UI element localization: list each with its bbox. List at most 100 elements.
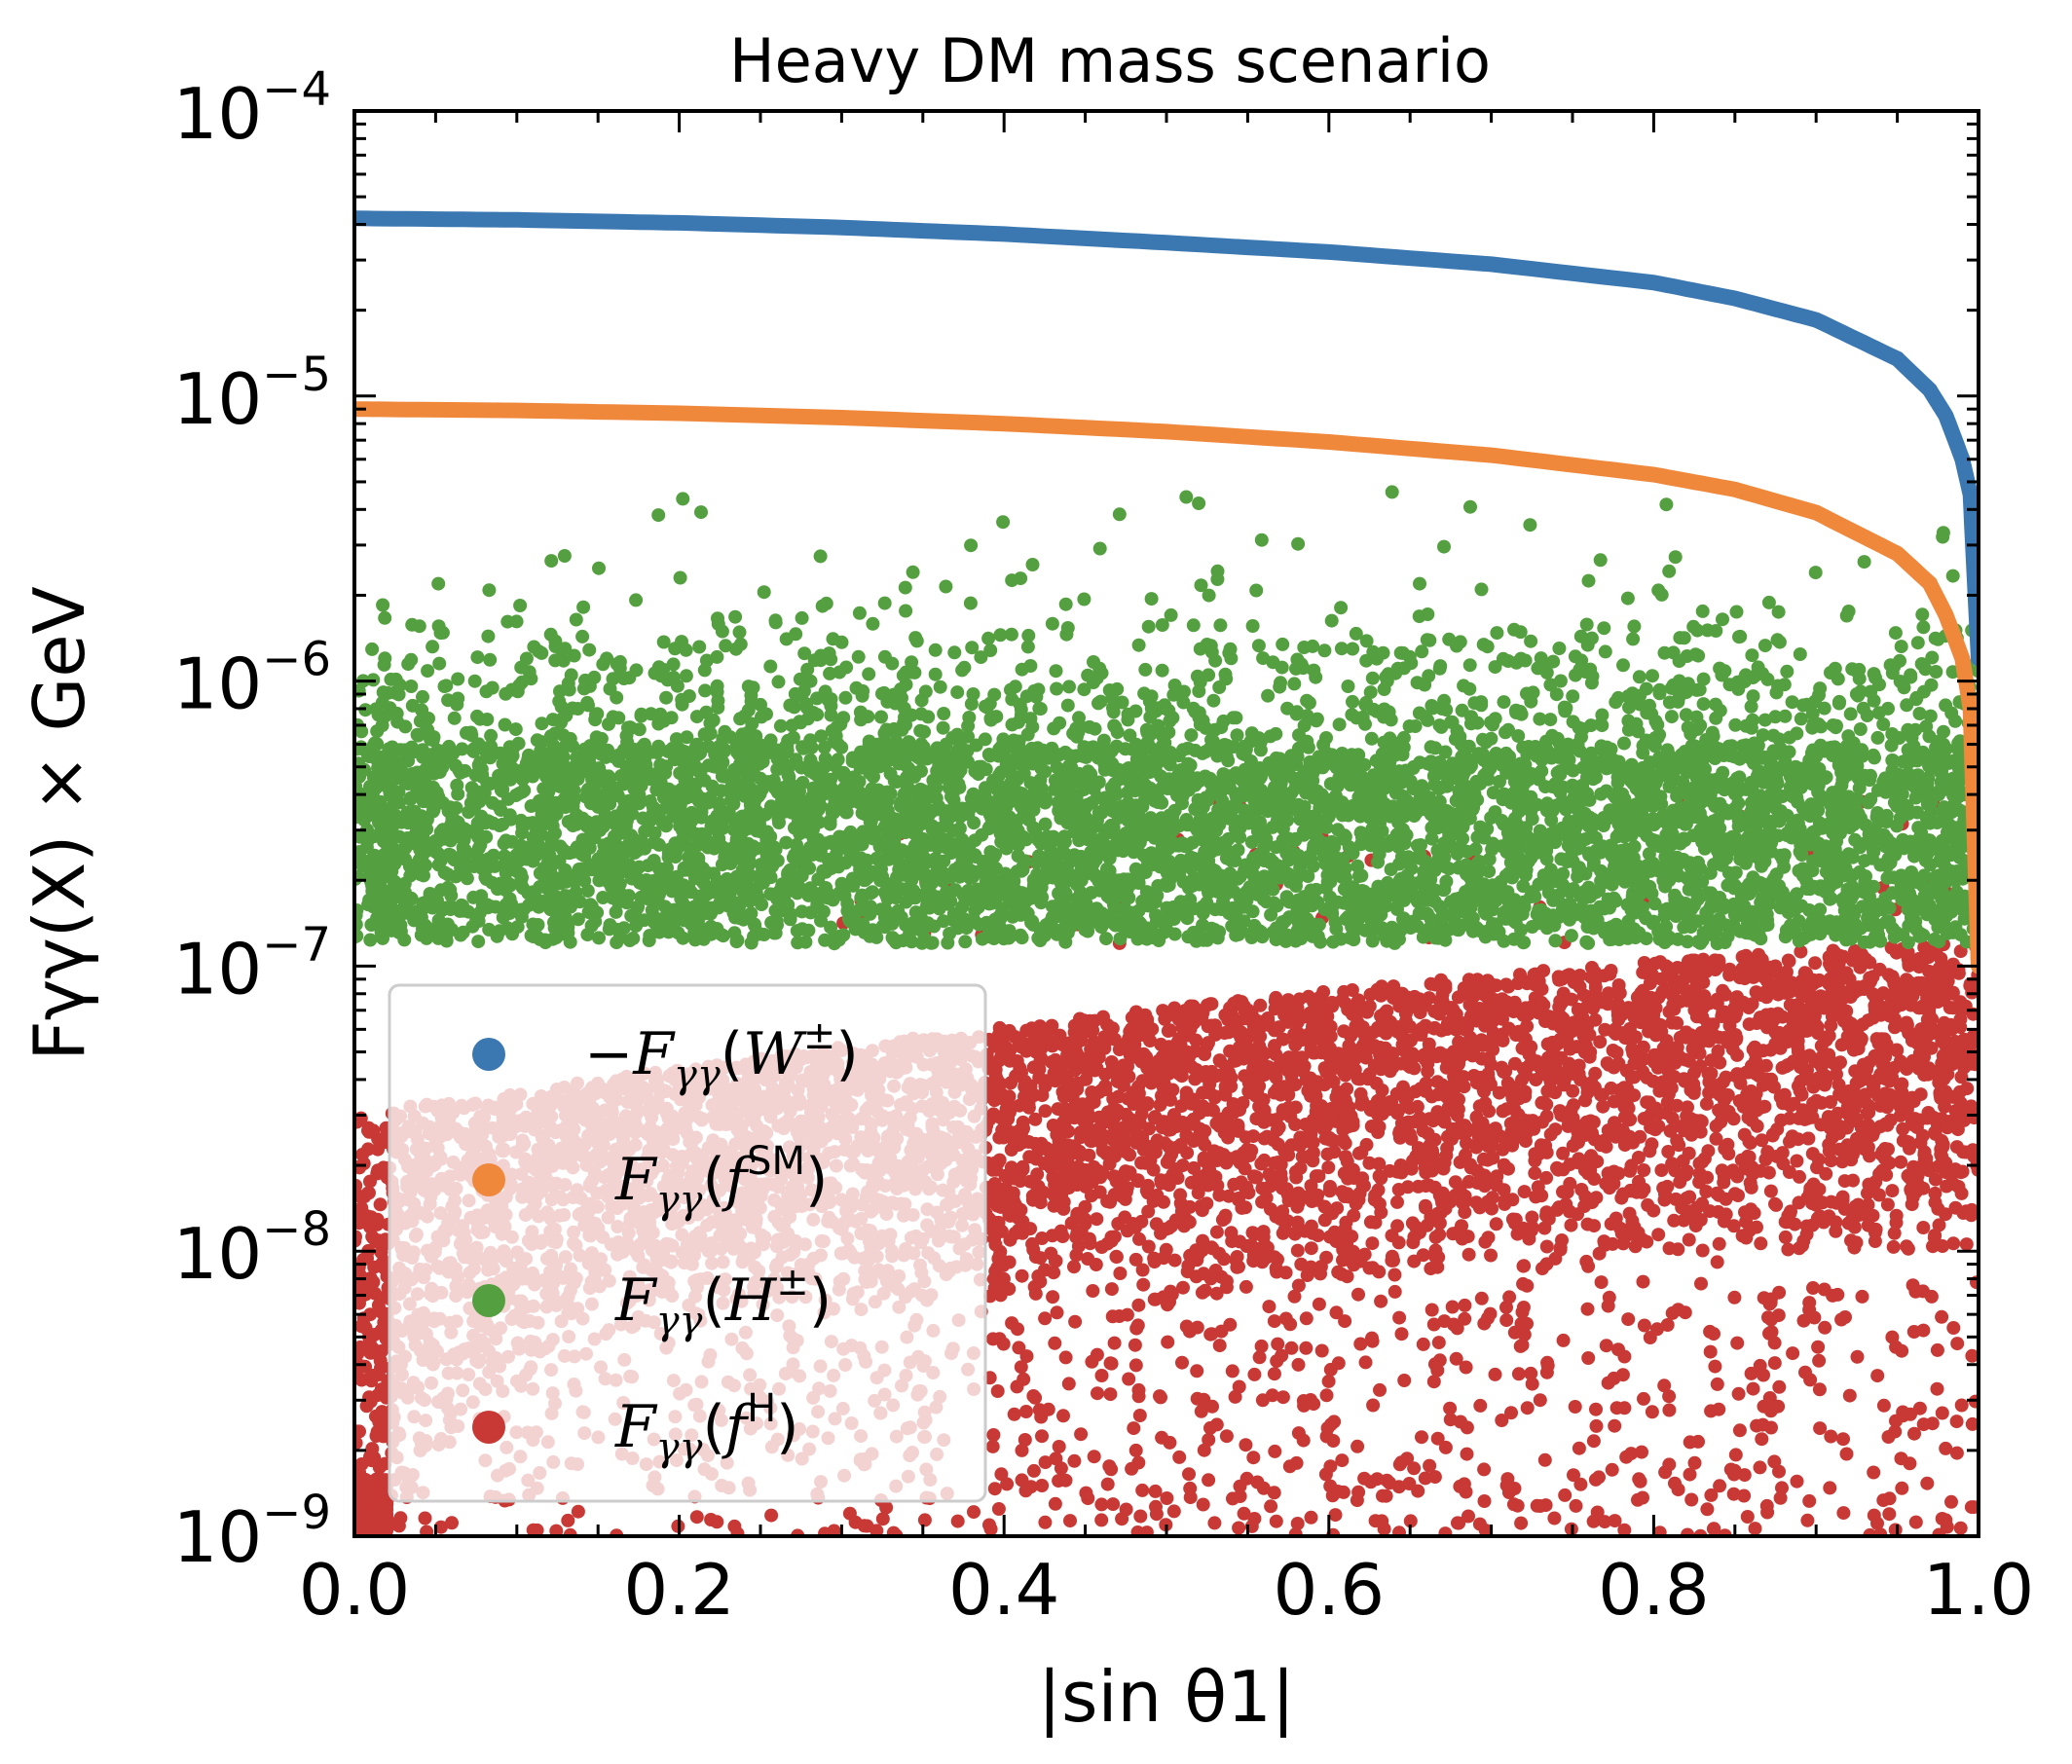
fh-point bbox=[1018, 1080, 1032, 1094]
fh-point bbox=[1195, 1203, 1209, 1218]
fh-point bbox=[1371, 1125, 1386, 1139]
fh-point bbox=[1656, 1041, 1671, 1055]
fh-point bbox=[1321, 1160, 1336, 1175]
fh-point bbox=[1390, 1194, 1404, 1209]
fh-point bbox=[1320, 1147, 1335, 1161]
fh-point bbox=[1179, 1085, 1194, 1100]
fh-point bbox=[374, 1245, 388, 1260]
fh-point bbox=[1323, 1180, 1337, 1194]
fh-point bbox=[1660, 1179, 1675, 1194]
fh-point bbox=[1951, 966, 1966, 980]
fh-point bbox=[1559, 1197, 1573, 1212]
fh-point bbox=[1070, 1209, 1085, 1223]
fh-point bbox=[1173, 1055, 1188, 1070]
fh-point bbox=[1752, 1069, 1766, 1084]
fh-point bbox=[1782, 954, 1796, 969]
fh-point bbox=[1664, 1081, 1679, 1095]
fh-point bbox=[1457, 1195, 1471, 1210]
fh-point bbox=[1489, 978, 1503, 993]
fh-point bbox=[1731, 1189, 1745, 1202]
fh-point bbox=[1945, 1057, 1960, 1072]
fh-point bbox=[1781, 1242, 1795, 1257]
fh-point bbox=[1128, 1220, 1142, 1234]
fh-point bbox=[1391, 1183, 1406, 1196]
fh-point bbox=[1808, 1054, 1823, 1069]
fh-point bbox=[1586, 1115, 1601, 1129]
fh-point bbox=[1343, 1055, 1356, 1070]
fh-point bbox=[1138, 1008, 1153, 1022]
fh-point bbox=[1824, 1095, 1837, 1109]
fh-point bbox=[1722, 962, 1737, 976]
fh-point bbox=[1764, 1072, 1779, 1086]
fh-point bbox=[1695, 1243, 1710, 1258]
fh-point bbox=[1783, 998, 1797, 1012]
fh-point bbox=[1061, 1036, 1076, 1050]
fh-point bbox=[1380, 1004, 1394, 1018]
fh-point bbox=[1339, 1150, 1352, 1164]
fh-point bbox=[1830, 1195, 1844, 1210]
fh-point bbox=[1608, 1116, 1621, 1130]
fh-point bbox=[1793, 1084, 1807, 1098]
fh-point bbox=[1255, 1181, 1270, 1195]
fh-point bbox=[1413, 996, 1427, 1011]
fh-point bbox=[1598, 1237, 1612, 1252]
fh-point bbox=[1957, 1032, 1972, 1047]
fh-point bbox=[1016, 1226, 1030, 1240]
fh-point bbox=[1840, 1138, 1855, 1153]
fh-point bbox=[1231, 1120, 1245, 1134]
fh-point bbox=[1753, 1011, 1767, 1025]
fh-point bbox=[1410, 1099, 1424, 1114]
fh-point bbox=[1911, 1061, 1926, 1076]
fh-point bbox=[1160, 1155, 1174, 1169]
fh-point bbox=[1801, 971, 1816, 985]
fh-point bbox=[994, 1023, 1009, 1037]
fh-point bbox=[992, 1053, 1006, 1068]
fh-point bbox=[1297, 1059, 1312, 1074]
fh-point bbox=[1339, 1215, 1353, 1230]
chart-title: Heavy DM mass scenario bbox=[729, 25, 1491, 96]
fh-point bbox=[1760, 1145, 1775, 1159]
fh-point bbox=[1833, 1055, 1847, 1070]
fh-point bbox=[1847, 1220, 1862, 1234]
fh-point bbox=[1554, 1108, 1569, 1122]
fh-point bbox=[1556, 1146, 1571, 1160]
fh-point bbox=[1750, 1119, 1764, 1133]
fh-point bbox=[1779, 1215, 1794, 1230]
fh-point bbox=[1484, 1248, 1498, 1263]
fh-point bbox=[1535, 1189, 1549, 1203]
fh-point bbox=[1734, 1153, 1749, 1167]
fh-point bbox=[1684, 1208, 1698, 1223]
fh-point bbox=[1309, 1169, 1323, 1184]
fh-point bbox=[1288, 1037, 1303, 1051]
fh-point bbox=[1885, 1070, 1899, 1084]
fh-point bbox=[1446, 1002, 1461, 1016]
fh-point bbox=[1477, 985, 1492, 1000]
fh-point bbox=[1192, 1169, 1206, 1184]
fh-point bbox=[1371, 1183, 1386, 1197]
fh-point bbox=[1582, 1049, 1597, 1064]
fh-point bbox=[1440, 1022, 1455, 1036]
fh-point bbox=[1081, 1252, 1095, 1266]
fh-point bbox=[355, 1148, 370, 1161]
fh-point bbox=[1555, 1031, 1570, 1046]
fh-point bbox=[1805, 1218, 1820, 1232]
fh-point bbox=[1628, 1239, 1643, 1254]
fh-point bbox=[1200, 1103, 1214, 1118]
fh-point bbox=[1563, 1176, 1577, 1191]
fh-point bbox=[1555, 1233, 1569, 1247]
fh-point bbox=[1901, 1241, 1915, 1256]
fh-point bbox=[1505, 1091, 1520, 1105]
fh-point bbox=[1135, 1263, 1150, 1277]
fh-point bbox=[1409, 1149, 1424, 1163]
fh-point bbox=[1778, 1230, 1793, 1244]
fh-point bbox=[1482, 1104, 1497, 1119]
fh-point bbox=[1271, 1252, 1284, 1267]
fh-point bbox=[1416, 1248, 1430, 1263]
fh-point bbox=[1067, 1260, 1081, 1274]
fh-point bbox=[1462, 1247, 1476, 1262]
fh-point bbox=[1487, 1172, 1501, 1187]
fh-point bbox=[1024, 1021, 1039, 1036]
fh-point bbox=[1337, 1024, 1351, 1039]
fh-point bbox=[1167, 1253, 1182, 1268]
